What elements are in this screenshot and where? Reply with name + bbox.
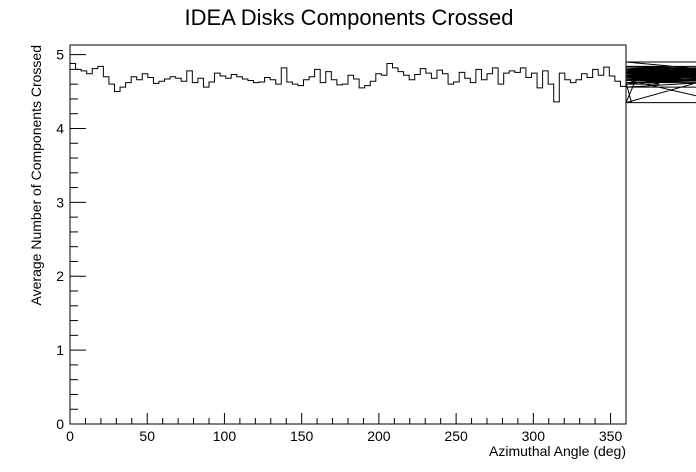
y-tick-label: 4 <box>56 120 64 136</box>
x-tick-label: 150 <box>290 428 314 444</box>
histogram-series-line <box>70 61 696 104</box>
chart-title: IDEA Disks Components Crossed <box>185 5 514 30</box>
x-tick-label: 0 <box>66 428 74 444</box>
y-tick-label: 5 <box>56 47 64 63</box>
x-tick-label: 350 <box>599 428 623 444</box>
y-tick-label: 1 <box>56 342 64 358</box>
x-axis: 0 50 100 150 200 250 300 350 <box>66 413 627 444</box>
x-tick-label: 50 <box>139 428 155 444</box>
x-tick-label: 250 <box>444 428 468 444</box>
y-axis: 0 1 2 3 4 5 <box>56 47 86 432</box>
x-axis-label: Azimuthal Angle (deg) <box>489 443 626 459</box>
y-tick-label: 2 <box>56 268 64 284</box>
y-tick-label: 3 <box>56 194 64 210</box>
x-tick-label: 200 <box>367 428 391 444</box>
plot-frame <box>69 44 627 425</box>
y-axis-label: Average Number of Components Crossed <box>28 45 44 305</box>
y-tick-label: 0 <box>56 416 64 432</box>
x-tick-label: 100 <box>213 428 237 444</box>
x-tick-label: 300 <box>522 428 546 444</box>
